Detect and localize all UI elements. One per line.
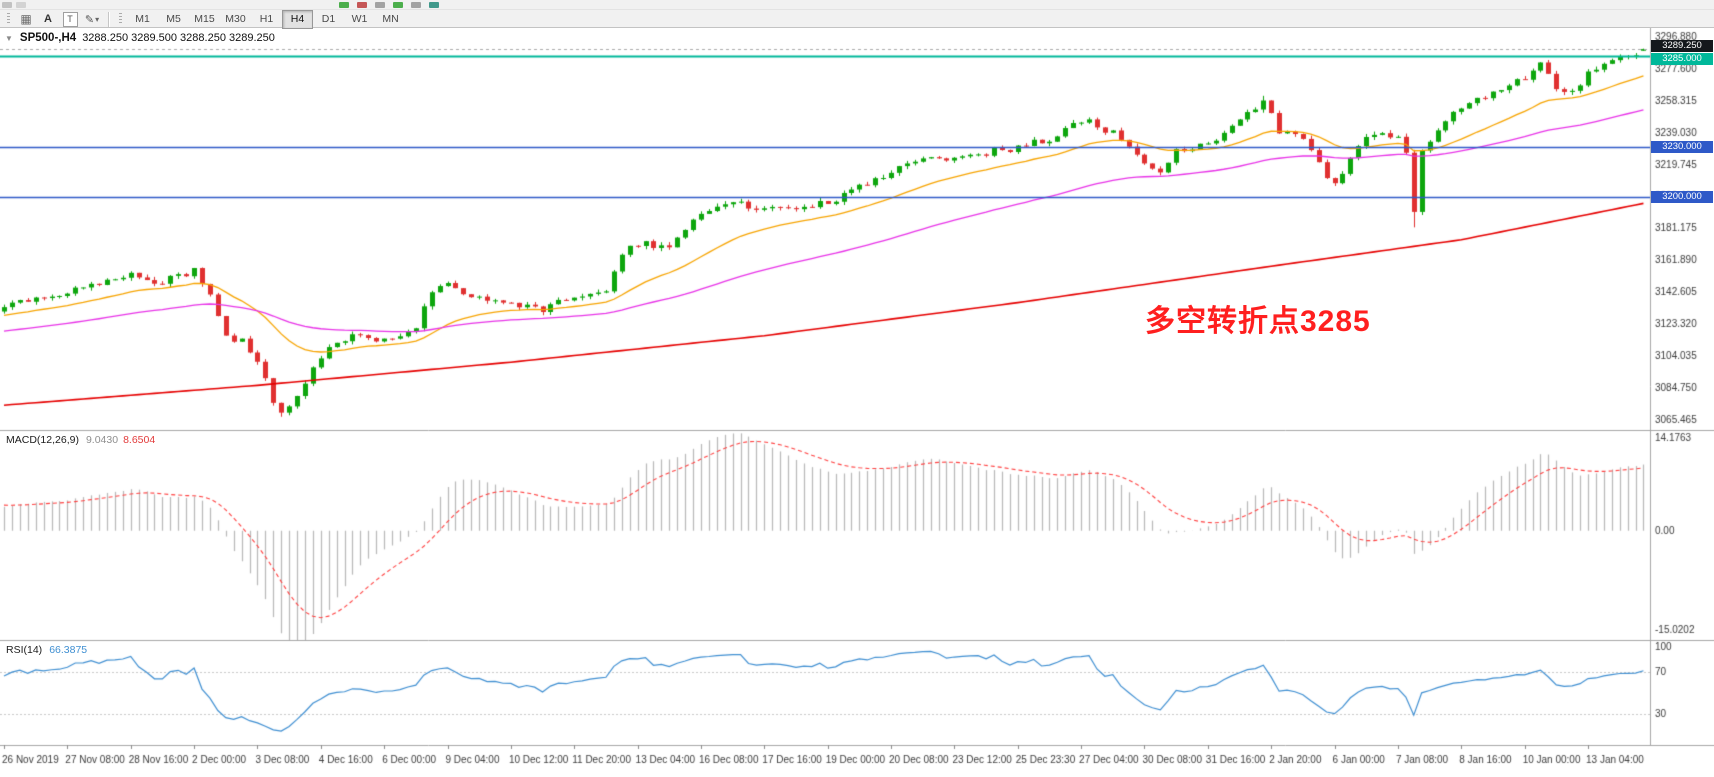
timeframe-buttons: M1 M5 M15 M30 H1 H4 D1 W1 MN bbox=[127, 9, 406, 29]
timeframe-w1[interactable]: W1 bbox=[351, 12, 368, 25]
macd-signal-value: 8.6504 bbox=[123, 434, 156, 446]
label-box-icon: T bbox=[62, 11, 78, 27]
price-chart-canvas[interactable] bbox=[0, 28, 1714, 777]
timeframe-m5[interactable]: M5 bbox=[166, 12, 181, 25]
chart-title: ▼ SP500-,H4 3288.250 3289.500 3288.250 3… bbox=[5, 32, 275, 44]
partial-toolbar-icon[interactable] bbox=[393, 2, 403, 8]
macd-main-value: 9.0430 bbox=[85, 434, 119, 446]
timeframe-m15[interactable]: M15 bbox=[194, 12, 215, 25]
draw-tools-button[interactable]: ✎ ▾ bbox=[81, 10, 103, 29]
partial-toolbar-icon[interactable] bbox=[2, 2, 12, 8]
partial-toolbar-icon[interactable] bbox=[375, 2, 385, 8]
timeframe-h4[interactable]: H4 bbox=[282, 9, 313, 29]
toolbar-grip[interactable] bbox=[7, 13, 10, 25]
partial-toolbar-icon[interactable] bbox=[339, 2, 349, 8]
chart-annotation[interactable]: 多空转折点3285 bbox=[1145, 305, 1371, 338]
timeframe-m1[interactable]: M1 bbox=[135, 12, 150, 25]
timeframe-d1[interactable]: D1 bbox=[321, 12, 336, 25]
toolbar: ▦ A T ✎ ▾ M1 M5 M15 M30 H1 H4 D1 W1 MN bbox=[0, 0, 1714, 29]
macd-indicator-label: MACD(12,26,9) 9.0430 8.6504 bbox=[6, 434, 155, 446]
partial-toolbar-icon[interactable] bbox=[357, 2, 367, 8]
timeframe-m30[interactable]: M30 bbox=[225, 12, 246, 25]
timeframe-h1[interactable]: H1 bbox=[259, 12, 274, 25]
windows-grid-button[interactable]: ▦ bbox=[15, 10, 37, 29]
rsi-indicator-label: RSI(14) 66.3875 bbox=[6, 644, 87, 656]
hline-label-3230[interactable]: 3230.000 bbox=[1651, 141, 1713, 153]
symbol-period: SP500-,H4 bbox=[19, 32, 77, 44]
rsi-name: RSI(14) bbox=[6, 644, 43, 656]
partial-toolbar-icon[interactable] bbox=[411, 2, 421, 8]
partial-toolbar-icon[interactable] bbox=[16, 2, 26, 8]
toolbar-separator bbox=[108, 11, 109, 27]
hline-label-3200[interactable]: 3200.000 bbox=[1651, 191, 1713, 203]
one-click-trading-arrow-icon[interactable]: ▼ bbox=[5, 33, 13, 43]
pencil-icon: ✎ bbox=[84, 13, 95, 26]
rsi-value: 66.3875 bbox=[49, 644, 88, 656]
ohlc-values: 3288.250 3289.500 3288.250 3289.250 bbox=[82, 32, 275, 44]
macd-name: MACD(12,26,9) bbox=[6, 434, 79, 446]
toolbar-row-main: ▦ A T ✎ ▾ M1 M5 M15 M30 H1 H4 D1 W1 MN bbox=[0, 9, 1714, 29]
partial-toolbar-icon[interactable] bbox=[429, 2, 439, 8]
chevron-down-icon: ▾ bbox=[95, 14, 100, 24]
hline-label-3285[interactable]: 3285.000 bbox=[1651, 53, 1713, 65]
timeframe-mn[interactable]: MN bbox=[382, 12, 399, 25]
current-price-label[interactable]: 3289.250 bbox=[1651, 40, 1713, 52]
toolbar-row-clipped bbox=[0, 0, 1714, 10]
grid-icon: ▦ bbox=[20, 12, 32, 26]
label-tool-button[interactable]: T bbox=[59, 10, 81, 29]
chart-area: ▼ SP500-,H4 3288.250 3289.500 3288.250 3… bbox=[0, 28, 1714, 777]
text-tool-button[interactable]: A bbox=[44, 13, 52, 25]
toolbar-grip[interactable] bbox=[119, 13, 122, 25]
